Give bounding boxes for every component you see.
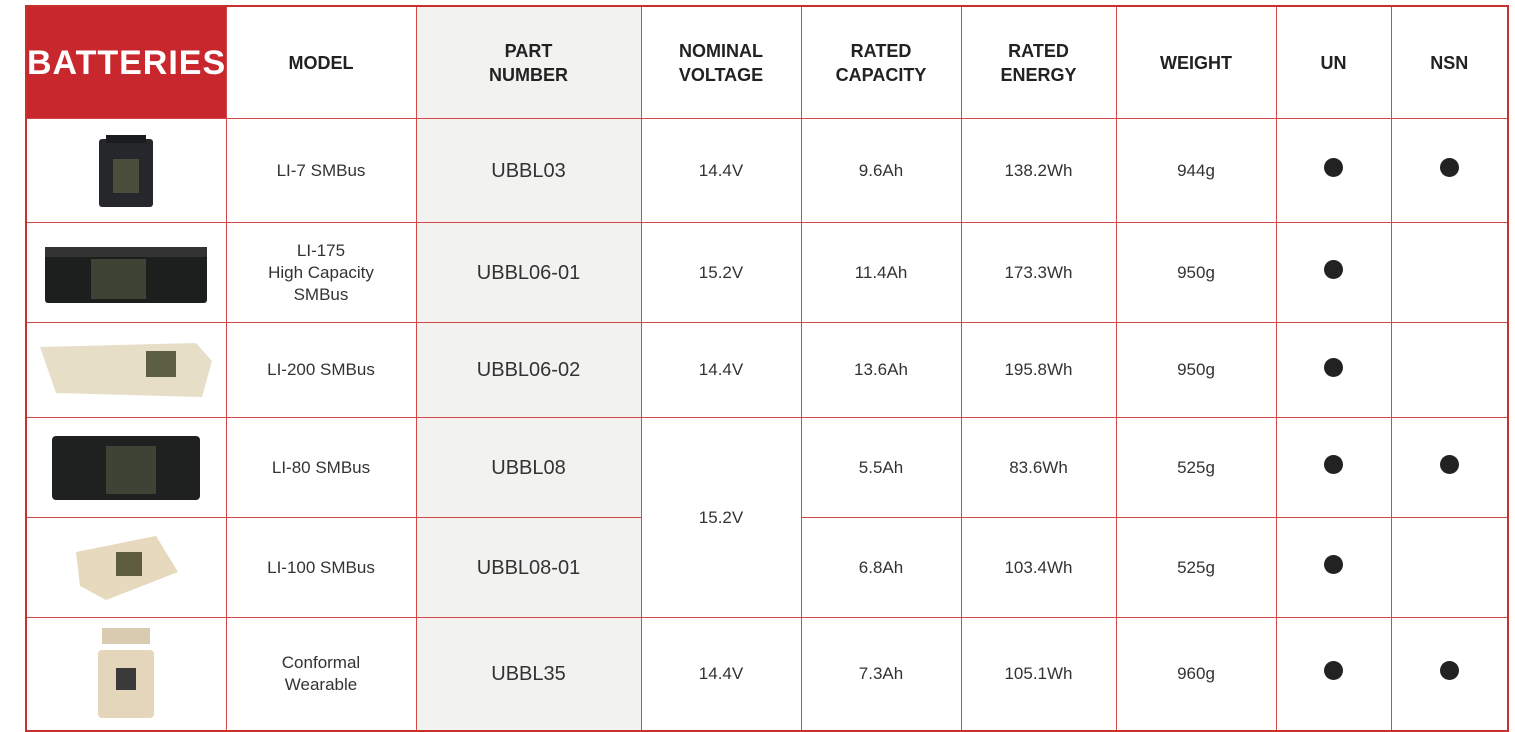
nsn-dot <box>1440 455 1459 474</box>
model: LI-100 SMBus <box>226 518 416 618</box>
product-image <box>26 518 226 618</box>
model: LI-7 SMBus <box>226 119 416 223</box>
rated-capacity: 9.6Ah <box>801 119 961 223</box>
un-cell <box>1276 119 1391 223</box>
un-cell <box>1276 223 1391 323</box>
part-number: UBBL08 <box>416 418 641 518</box>
product-image <box>26 618 226 731</box>
nsn-cell <box>1391 418 1508 518</box>
column-header: NSN <box>1391 6 1508 119</box>
part-number: UBBL06-01 <box>416 223 641 323</box>
nsn-dot <box>1440 661 1459 680</box>
rated-energy: 195.8Wh <box>961 323 1116 418</box>
table-title: BATTERIES <box>26 6 226 119</box>
weight: 525g <box>1116 418 1276 518</box>
nominal-voltage: 15.2V <box>641 418 801 618</box>
product-image <box>26 223 226 323</box>
nsn-cell <box>1391 119 1508 223</box>
nominal-voltage: 15.2V <box>641 223 801 323</box>
nsn-cell <box>1391 518 1508 618</box>
weight: 950g <box>1116 323 1276 418</box>
part-number: UBBL08-01 <box>416 518 641 618</box>
column-header: MODEL <box>226 6 416 119</box>
weight: 525g <box>1116 518 1276 618</box>
rated-energy: 83.6Wh <box>961 418 1116 518</box>
part-number: UBBL03 <box>416 119 641 223</box>
un-dot <box>1324 555 1343 574</box>
weight: 950g <box>1116 223 1276 323</box>
column-header: NOMINAL VOLTAGE <box>641 6 801 119</box>
un-dot <box>1324 358 1343 377</box>
product-image <box>26 323 226 418</box>
column-header: PART NUMBER <box>416 6 641 119</box>
nominal-voltage: 14.4V <box>641 119 801 223</box>
nsn-cell <box>1391 323 1508 418</box>
nominal-voltage: 14.4V <box>641 618 801 731</box>
column-header: UN <box>1276 6 1391 119</box>
nominal-voltage: 14.4V <box>641 323 801 418</box>
weight: 944g <box>1116 119 1276 223</box>
un-dot <box>1324 455 1343 474</box>
header-row: BATTERIES MODEL PART NUMBER NOMINAL VOLT… <box>26 6 1508 119</box>
nsn-cell <box>1391 223 1508 323</box>
un-cell <box>1276 323 1391 418</box>
rated-capacity: 7.3Ah <box>801 618 961 731</box>
rated-energy: 105.1Wh <box>961 618 1116 731</box>
model: LI-80 SMBus <box>226 418 416 518</box>
un-dot <box>1324 661 1343 680</box>
rated-capacity: 11.4Ah <box>801 223 961 323</box>
column-header: WEIGHT <box>1116 6 1276 119</box>
nsn-cell <box>1391 618 1508 731</box>
un-cell <box>1276 618 1391 731</box>
rated-capacity: 6.8Ah <box>801 518 961 618</box>
part-number: UBBL06-02 <box>416 323 641 418</box>
un-cell <box>1276 418 1391 518</box>
page: BATTERIES MODEL PART NUMBER NOMINAL VOLT… <box>0 0 1515 731</box>
un-cell <box>1276 518 1391 618</box>
column-header: RATED CAPACITY <box>801 6 961 119</box>
product-image <box>26 418 226 518</box>
rated-capacity: 13.6Ah <box>801 323 961 418</box>
un-dot <box>1324 260 1343 279</box>
column-header: RATED ENERGY <box>961 6 1116 119</box>
rated-energy: 103.4Wh <box>961 518 1116 618</box>
product-image <box>26 119 226 223</box>
rated-energy: 173.3Wh <box>961 223 1116 323</box>
part-number: UBBL35 <box>416 618 641 731</box>
rated-energy: 138.2Wh <box>961 119 1116 223</box>
rated-capacity: 5.5Ah <box>801 418 961 518</box>
un-dot <box>1324 158 1343 177</box>
nsn-dot <box>1440 158 1459 177</box>
model: LI-175 High Capacity SMBus <box>226 223 416 323</box>
weight: 960g <box>1116 618 1276 731</box>
battery-table: BATTERIES MODEL PART NUMBER NOMINAL VOLT… <box>25 5 1509 732</box>
model: LI-200 SMBus <box>226 323 416 418</box>
model: Conformal Wearable <box>226 618 416 731</box>
